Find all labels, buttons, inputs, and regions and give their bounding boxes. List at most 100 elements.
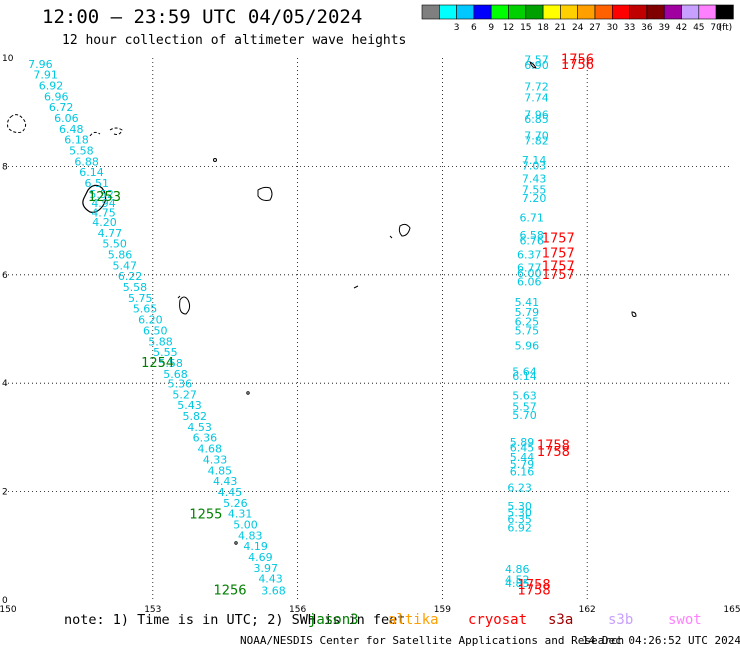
swh-value: 6.37 (517, 249, 542, 262)
legend-swatch (663, 4, 682, 20)
island-outline (353, 285, 359, 289)
legend-label: 6 (471, 23, 477, 33)
pass-time-label: 1757 (542, 246, 575, 261)
swh-value: 6.92 (507, 522, 532, 535)
swh-value: 4.83 (238, 529, 263, 542)
swh-value: 5.82 (183, 410, 208, 423)
swh-value: 7.70 (524, 129, 549, 142)
swh-value: 6.23 (507, 482, 532, 495)
swh-value: 4.85 (505, 577, 530, 590)
legend-swatch (594, 4, 613, 20)
map-subtitle: 12 hour collection of altimeter wave hei… (62, 33, 407, 48)
island-outline (389, 223, 411, 239)
legend-label: 21 (555, 23, 566, 33)
swh-value: 4.45 (218, 486, 243, 499)
satellite-altika: altika (388, 612, 439, 628)
altimeter-tracks: 7.967.916.926.966.726.066.486.185.586.88… (28, 52, 594, 598)
island-outline (631, 311, 637, 317)
legend-label: 70 (710, 23, 722, 33)
swh-value: 4.68 (198, 443, 223, 456)
swh-value: 3.68 (261, 585, 286, 598)
swh-value: 5.52 (89, 188, 114, 201)
island-outlines (7, 61, 637, 545)
pass-time-label: 1255 (189, 508, 222, 523)
swh-value: 5.96 (515, 340, 540, 353)
swh-value: 6.14 (79, 166, 104, 179)
pass-time-label: 1756 (561, 58, 594, 73)
footnote: note: 1) Time is in UTC; 2) SWH is in fe… (64, 612, 406, 628)
pass-time-label: 1758 (518, 584, 551, 599)
legend-swatch (542, 4, 561, 20)
swh-value: 5.00 (233, 518, 258, 531)
swh-value: 4.53 (187, 421, 212, 434)
swh-value: 5.41 (515, 296, 540, 309)
satellite-cryosat: cryosat (468, 612, 528, 628)
legend-label: 27 (589, 23, 600, 33)
swh-value: 4.94 (91, 197, 116, 210)
swh-value: 7.91 (33, 69, 58, 82)
legend-label: 9 (488, 23, 494, 33)
swh-value: 5.79 (510, 458, 535, 471)
swh-value: 6.14 (512, 370, 537, 383)
satellite-swot: swot (668, 612, 702, 628)
legend-swatch (611, 4, 630, 20)
x-tick-label: 153 (144, 605, 161, 615)
swh-value: 6.06 (517, 276, 542, 289)
swh-value: 5.43 (177, 399, 202, 412)
legend-swatch (629, 4, 648, 20)
legend-label: 36 (641, 23, 653, 33)
swh-value: 5.58 (158, 357, 183, 370)
credit-line: NOAA/NESDIS Center for Satellite Applica… (240, 634, 625, 647)
swh-value: 6.36 (193, 432, 218, 445)
legend-label: 30 (607, 23, 619, 33)
legend-swatch (681, 4, 700, 20)
legend-swatch (525, 4, 544, 20)
pass-time-label: 1254 (141, 356, 174, 371)
swh-value: 6.20 (138, 314, 163, 327)
swh-value: 5.47 (113, 259, 138, 272)
x-tick-label: 156 (289, 605, 306, 615)
swh-value: 6.72 (49, 101, 74, 114)
swh-value: 6.92 (39, 79, 64, 92)
swh-value: 5.63 (512, 389, 537, 402)
swh-value: 5.58 (123, 281, 148, 294)
legend-label: 18 (537, 23, 549, 33)
pass-time-label: 1758 (537, 445, 570, 460)
swh-value: 6.71 (519, 212, 544, 225)
timestamp: 14 Dec 04:26:52 UTC 2024 (582, 634, 740, 647)
x-tick-label: 162 (579, 605, 596, 615)
swh-value: 6.48 (59, 123, 84, 136)
pass-time-label: 1253 (88, 190, 121, 205)
pass-time-label: 1256 (213, 584, 246, 599)
pass-time-label: 1756 (561, 52, 594, 67)
swh-value: 7.03 (522, 160, 547, 173)
legend-swatch (421, 4, 440, 20)
swh-value: 5.75 (515, 324, 540, 337)
island-outline (529, 61, 537, 69)
swh-value: 4.20 (92, 216, 117, 229)
legend-label: 45 (693, 23, 704, 33)
swh-value: 5.50 (102, 238, 127, 251)
legend-swatch (698, 4, 717, 20)
legend-label: 39 (658, 23, 670, 33)
swh-value: 4.52 (505, 574, 530, 587)
legend-label: 15 (520, 23, 531, 33)
pass-time-label: 1757 (542, 231, 575, 246)
y-tick-label: 2 (2, 488, 8, 498)
swh-value: 4.33 (203, 453, 228, 466)
swh-value: 6.16 (510, 465, 535, 478)
swh-value: 5.27 (172, 388, 197, 401)
swh-value: 5.89 (510, 436, 535, 449)
legend-swatch (646, 4, 665, 20)
swh-value: 6.22 (118, 270, 143, 283)
x-tick-label: 159 (434, 605, 451, 615)
swh-value: 5.36 (168, 378, 193, 391)
legend-label: 42 (676, 23, 687, 33)
map-grid: 150 153 156 159 162 165 0 2 4 6 8 10 (0, 54, 740, 615)
swh-value: 7.72 (524, 81, 549, 94)
swh-value: 6.06 (54, 112, 79, 125)
swh-value: 6.51 (85, 177, 110, 190)
y-tick-label: 8 (2, 162, 8, 172)
legend-label: 3 (454, 23, 460, 33)
